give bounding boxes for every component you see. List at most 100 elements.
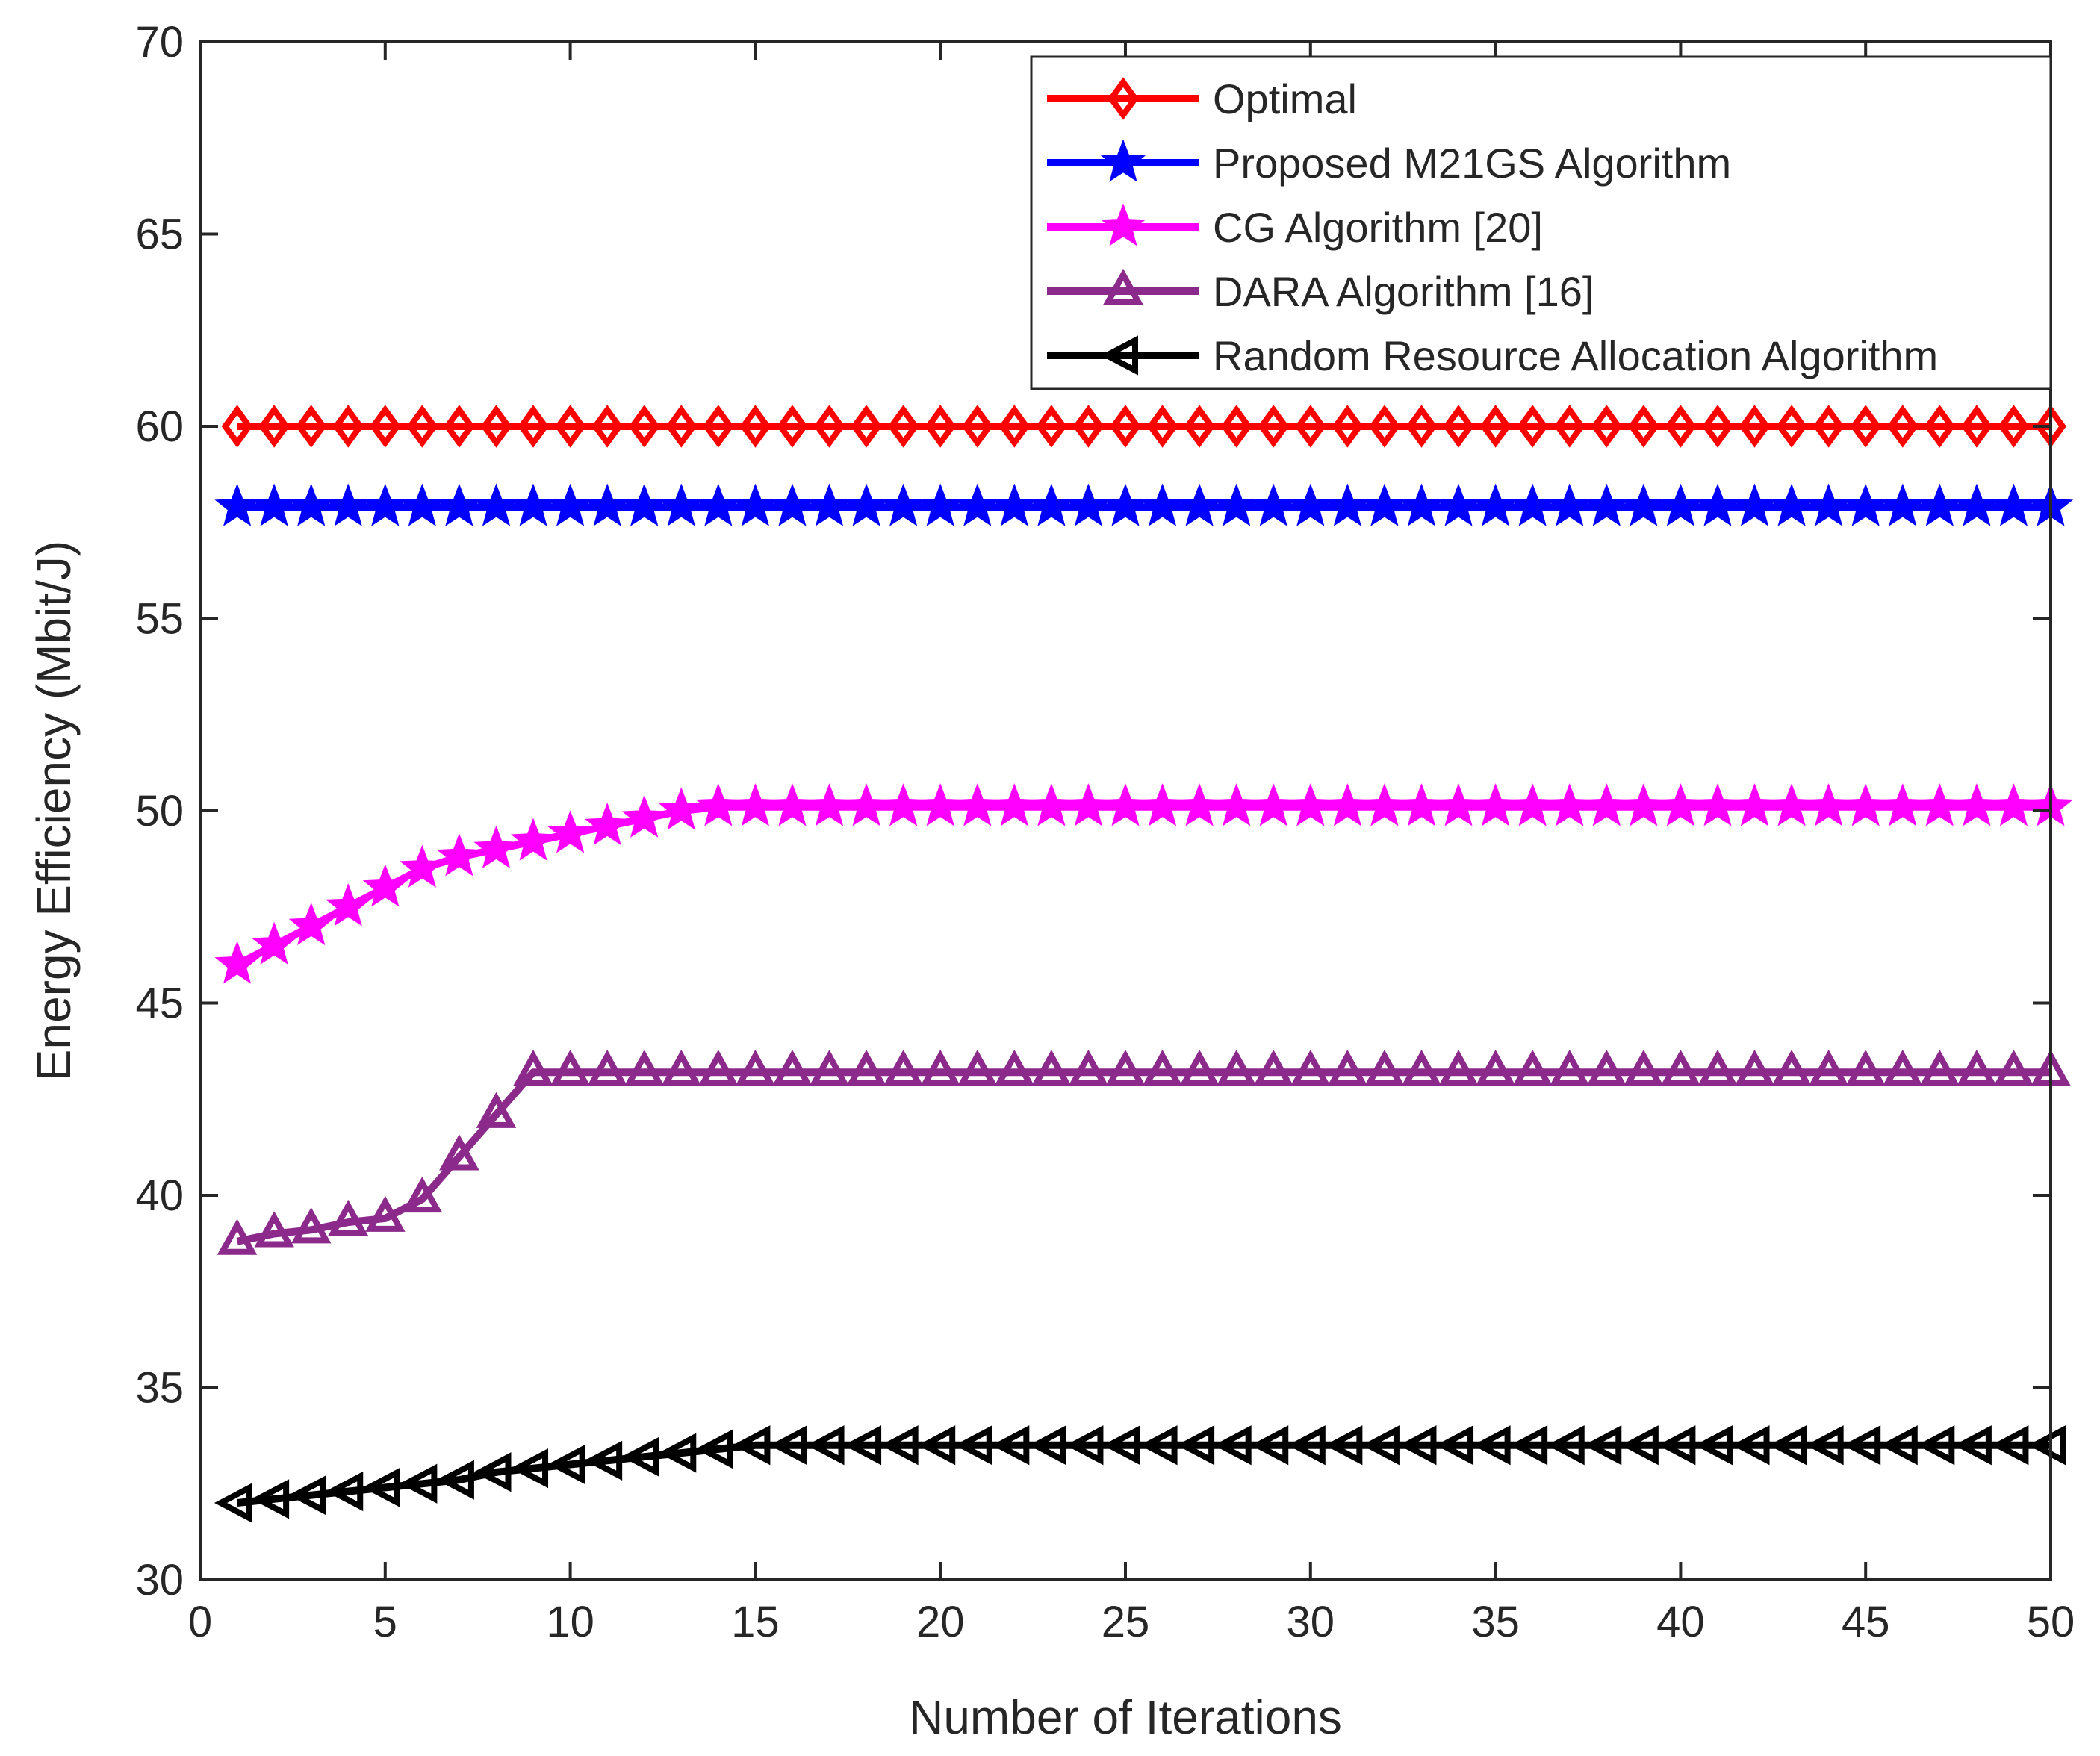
x-tick-label: 30 [1287,1598,1335,1646]
legend-label: CG Algorithm [20] [1213,204,1543,251]
data-point [1438,1049,1479,1086]
data-point [1694,1425,1733,1466]
data-point [1184,405,1216,448]
data-point [1435,783,1482,826]
data-point [1250,1425,1289,1466]
data-point [1290,1049,1331,1086]
data-point [480,405,512,448]
data-point [332,405,364,448]
data-point [807,483,852,526]
data-point [1325,783,1370,826]
series-3 [214,783,2074,984]
data-point [665,405,698,448]
data-point [1509,483,1556,526]
data-point [587,1049,627,1086]
data-point [214,483,260,526]
data-point [1549,1049,1590,1086]
data-point [1769,783,1815,826]
y-tick-label: 55 [135,595,184,644]
data-point [628,405,660,448]
data-point [695,1429,733,1469]
x-tick-label: 35 [1471,1598,1520,1646]
data-point [1142,1049,1183,1086]
data-point [1732,483,1777,526]
data-point [1850,405,1882,448]
data-point [554,405,586,448]
x-tick-label: 40 [1656,1598,1705,1646]
data-point [1251,483,1296,526]
data-point [585,802,630,846]
data-point [1102,783,1149,826]
legend-marker [1103,268,1143,305]
data-point [1509,1425,1548,1466]
data-point [1845,1049,1886,1086]
y-tick-label: 60 [135,402,184,451]
series-layer [214,405,2074,1523]
data-point [1473,783,1518,826]
data-point [365,1195,406,1232]
data-point [1621,783,1667,826]
data-point [1435,483,1482,526]
data-point [1658,483,1703,526]
data-point [1066,783,1111,826]
data-point [1253,1049,1294,1086]
data-point [769,1425,807,1466]
data-point [1435,1425,1474,1466]
data-point [621,794,667,838]
data-point [362,483,408,526]
data-point [739,405,771,448]
x-axis-label: Number of Iterations [909,1690,1342,1744]
data-point [1621,483,1667,526]
data-point [844,783,889,826]
data-point [732,1425,771,1466]
data-point [1843,783,1889,826]
data-point [880,483,926,526]
legend-entry: DARA Algorithm [16] [1047,268,1594,315]
data-point [1065,1425,1104,1466]
data-point [1325,483,1370,526]
data-point [733,783,778,826]
data-point [925,405,957,448]
data-point [851,405,883,448]
data-point [1665,405,1697,448]
data-point [998,405,1031,448]
data-point [702,405,734,448]
data-point [1327,1049,1368,1086]
data-point [214,941,260,984]
data-point [362,864,408,907]
data-point [887,405,919,448]
data-point [1954,1425,1992,1466]
data-point [1806,783,1851,826]
data-point [1919,1049,1960,1086]
data-point [1035,405,1067,448]
data-point [288,902,334,946]
data-point [1657,1425,1696,1466]
data-point [439,1134,479,1171]
data-point [254,1211,294,1248]
data-point [1216,1049,1257,1086]
data-point [1405,405,1438,448]
data-point [954,1425,992,1466]
x-tick-label: 0 [188,1598,212,1646]
data-point [1214,483,1259,526]
data-point [1028,783,1075,826]
data-point [1660,1049,1701,1086]
data-point [1361,483,1407,526]
data-point [1880,1425,1918,1466]
data-point [1324,1425,1363,1466]
data-point [473,1452,512,1492]
data-point [1842,1425,1881,1466]
data-point [1146,405,1178,448]
data-point [1993,1049,2034,1086]
data-point [326,883,371,927]
data-point [1547,1425,1585,1466]
data-point [1990,1425,2029,1466]
data-point [1583,1425,1622,1466]
x-tick-label: 20 [916,1598,965,1646]
data-point [698,1049,739,1086]
legend-box [1030,55,2052,390]
data-point [1066,483,1111,526]
data-point [1368,405,1400,448]
legend-marker [1100,139,1146,182]
data-point [1287,783,1333,826]
